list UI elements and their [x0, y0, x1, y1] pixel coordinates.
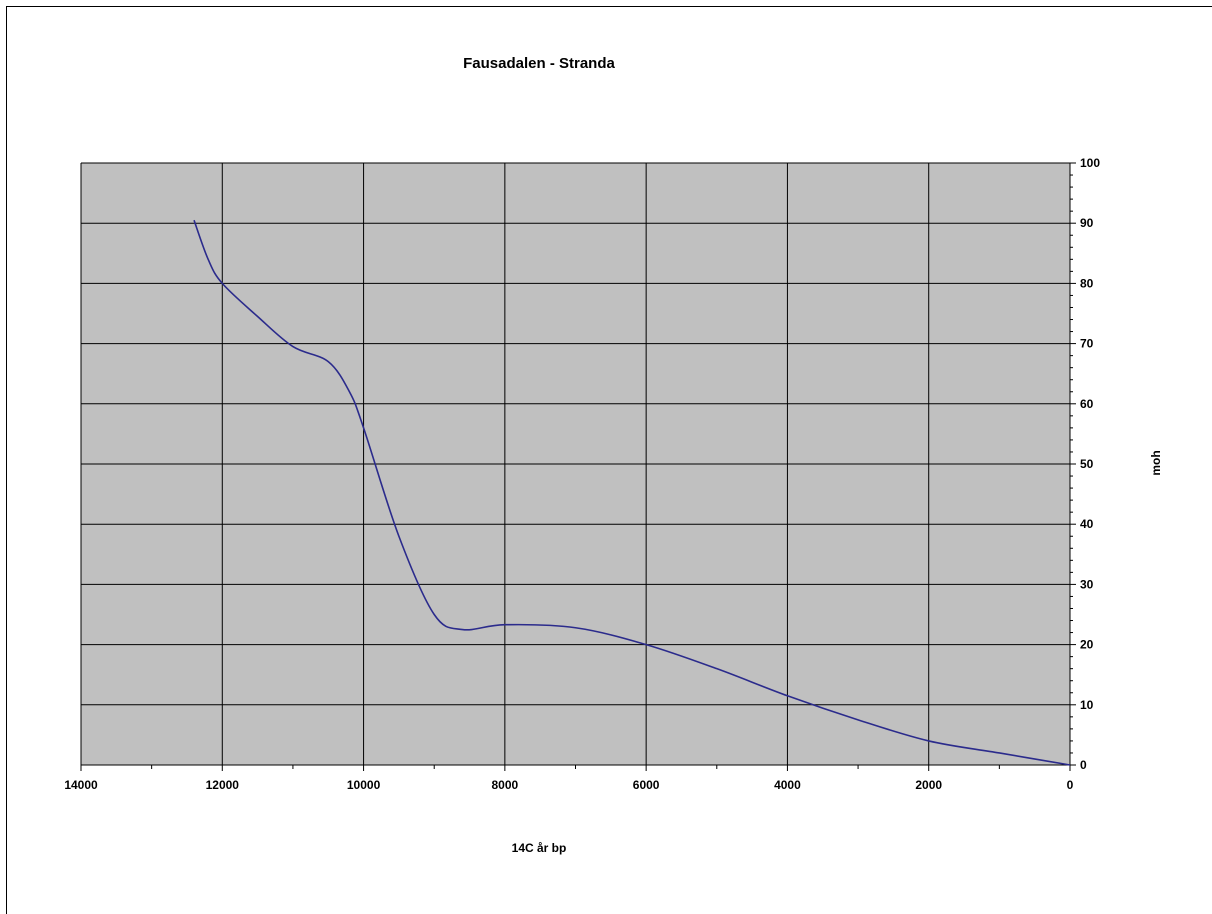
y-tick-label: 40: [1080, 517, 1094, 531]
x-tick-label: 14000: [64, 778, 98, 792]
y-tick-label: 60: [1080, 397, 1094, 411]
x-axis-label: 14C år bp: [512, 841, 567, 855]
x-tick-label: 2000: [915, 778, 942, 792]
y-tick-label: 80: [1080, 276, 1094, 290]
x-tick-label: 12000: [206, 778, 240, 792]
y-tick-label: 70: [1080, 337, 1094, 351]
y-tick-label: 20: [1080, 638, 1094, 652]
y-axis-label: moh: [1149, 450, 1163, 475]
x-tick-label: 4000: [774, 778, 801, 792]
chart-frame: [6, 6, 1212, 914]
y-tick-label: 10: [1080, 698, 1094, 712]
y-tick-label: 100: [1080, 156, 1100, 170]
x-tick-label: 0: [1067, 778, 1074, 792]
y-tick-label: 50: [1080, 457, 1094, 471]
x-tick-label: 8000: [492, 778, 519, 792]
x-tick-label: 10000: [347, 778, 381, 792]
chart-title: Fausadalen - Stranda: [463, 55, 615, 72]
y-tick-label: 30: [1080, 577, 1094, 591]
y-tick-label: 90: [1080, 216, 1094, 230]
x-tick-label: 6000: [633, 778, 660, 792]
y-tick-label: 0: [1080, 758, 1087, 772]
series-line: [193, 219, 1071, 766]
